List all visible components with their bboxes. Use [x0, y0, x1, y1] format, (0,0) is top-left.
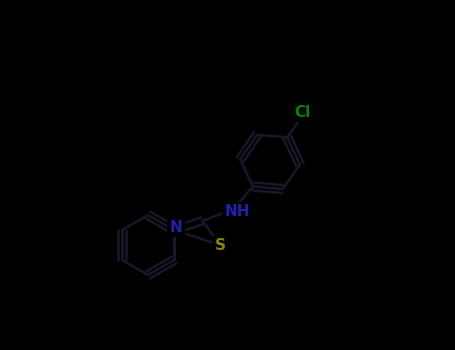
Text: Cl: Cl	[294, 105, 311, 120]
Text: N: N	[170, 219, 182, 234]
Text: NH: NH	[225, 204, 250, 219]
Text: S: S	[215, 238, 226, 253]
